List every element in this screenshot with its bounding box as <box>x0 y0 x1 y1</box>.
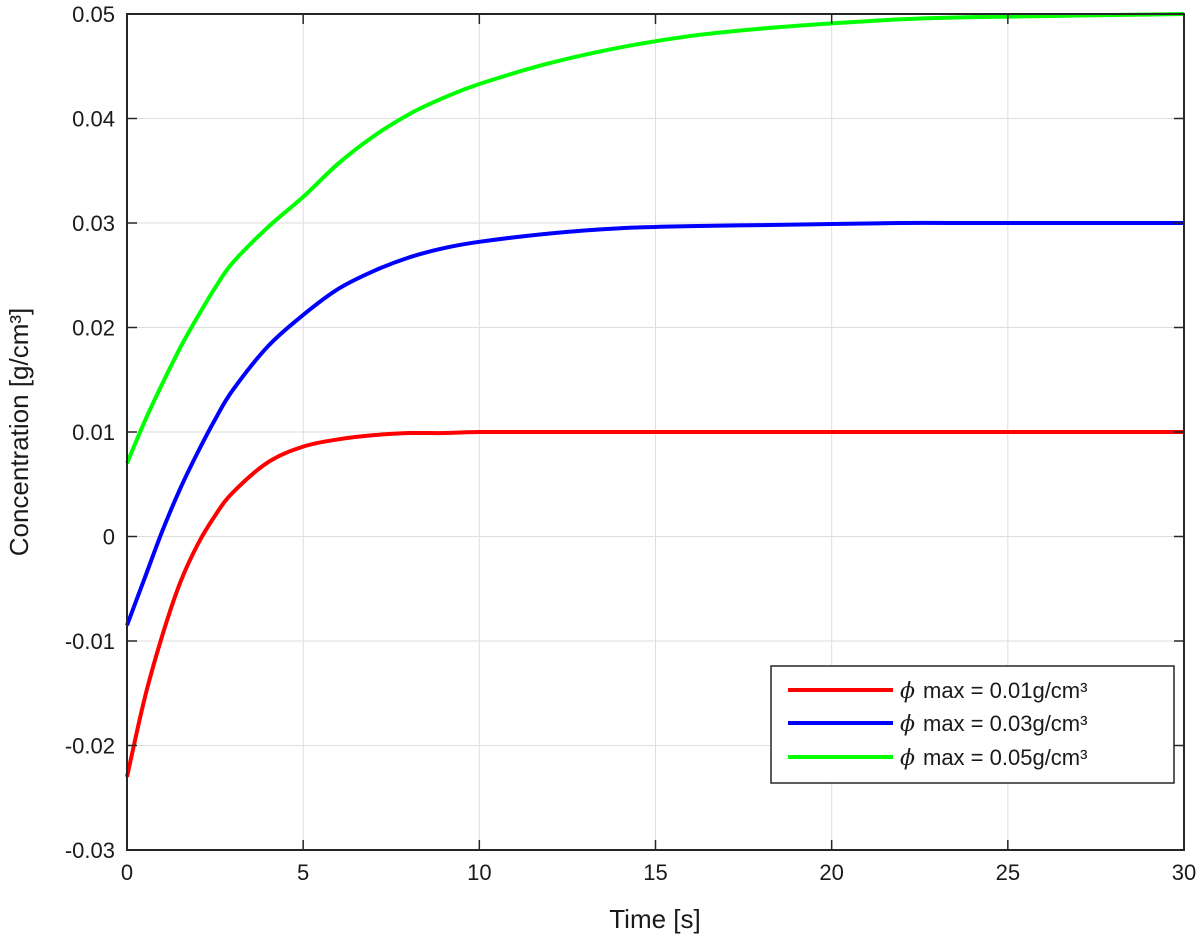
series-lines <box>125 12 1185 778</box>
x-tick-label: 5 <box>297 860 309 885</box>
series-line-2 <box>125 12 1185 465</box>
x-tick-label: 0 <box>121 860 133 885</box>
legend-entry: ϕ max = 0.01g/cm³ <box>788 678 1087 704</box>
legend-name-1: max = 0.03g/cm³ <box>923 711 1087 736</box>
series-line-0 <box>125 429 1184 778</box>
y-tick-label: 0.05 <box>72 2 115 27</box>
y-tick-label: 0.01 <box>72 420 115 445</box>
axis-ticks <box>126 13 1185 851</box>
legend-symbol-2: ϕ <box>900 746 915 771</box>
x-tick-label: 10 <box>467 860 491 885</box>
legend-label-0: ϕ max = 0.01g/cm³ <box>900 678 1087 704</box>
y-tick-label: -0.03 <box>65 838 115 863</box>
y-tick-label: 0.03 <box>72 211 115 236</box>
y-tick-label: 0.04 <box>72 107 115 132</box>
legend-label-2: ϕ max = 0.05g/cm³ <box>900 745 1087 771</box>
x-tick-label: 20 <box>819 860 843 885</box>
x-axis-title: Time [s] <box>609 904 700 934</box>
x-tick-label: 30 <box>1172 860 1196 885</box>
x-tick-label: 25 <box>996 860 1020 885</box>
legend-name-2: max = 0.05g/cm³ <box>923 745 1087 770</box>
legend-entry: ϕ max = 0.05g/cm³ <box>788 745 1087 771</box>
series-line-1 <box>125 220 1184 627</box>
y-tick-label: 0.02 <box>72 316 115 341</box>
x-axis-tick-labels: 0 5 10 15 20 25 30 <box>121 860 1196 885</box>
legend-symbol-1: ϕ <box>900 712 915 737</box>
legend-name-0: max = 0.01g/cm³ <box>923 678 1087 703</box>
legend-symbol-0: ϕ <box>900 679 915 704</box>
x-tick-label: 15 <box>643 860 667 885</box>
y-tick-label: -0.02 <box>65 734 115 759</box>
legend-label-1: ϕ max = 0.03g/cm³ <box>900 711 1087 737</box>
legend-entry: ϕ max = 0.03g/cm³ <box>788 711 1087 737</box>
y-tick-label: -0.01 <box>65 629 115 654</box>
legend: ϕ max = 0.01g/cm³ ϕ max = 0.03g/cm³ ϕ max =… <box>770 665 1175 784</box>
y-axis-tick-labels: -0.03 -0.02 -0.01 0 0.01 0.02 0.03 0.04 0.05 <box>65 2 115 863</box>
y-tick-label: 0 <box>103 525 115 550</box>
y-axis-title: Concentration [g/cm³] <box>4 308 34 557</box>
